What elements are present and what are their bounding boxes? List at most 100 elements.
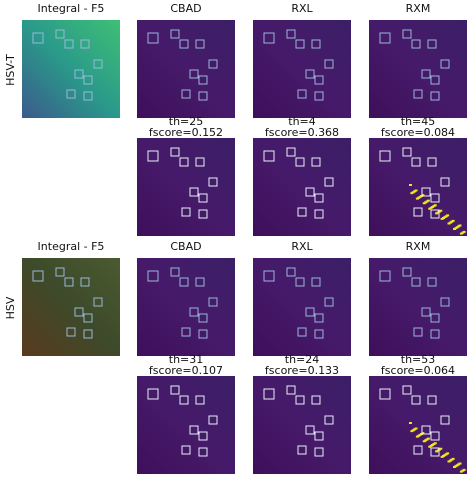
speck <box>446 214 450 217</box>
target-box <box>314 447 324 457</box>
speck <box>421 432 425 435</box>
target-box <box>379 32 391 44</box>
target-box <box>198 431 208 441</box>
target-box <box>311 39 321 49</box>
speck <box>409 184 412 186</box>
image-panel <box>137 258 235 356</box>
image <box>137 138 235 236</box>
target-box <box>286 29 296 39</box>
target-box <box>305 307 315 317</box>
image <box>253 20 351 118</box>
target-box <box>74 69 84 79</box>
speck <box>458 462 462 465</box>
target-box <box>430 209 440 219</box>
row-label: HSV <box>4 296 17 319</box>
threshold-label: th=53 <box>401 353 436 366</box>
image-panel <box>369 258 467 356</box>
target-box <box>83 75 93 85</box>
target-box <box>411 277 421 287</box>
target-box <box>305 69 315 79</box>
target-box <box>430 75 440 85</box>
image-panel <box>253 258 351 356</box>
fscore-label: fscore=0.107 <box>149 364 223 377</box>
speck <box>421 194 425 197</box>
target-box <box>198 209 208 219</box>
image-panel <box>22 258 120 356</box>
target-box <box>411 157 421 167</box>
image <box>369 376 467 474</box>
image-panel <box>253 20 351 118</box>
target-box <box>179 157 189 167</box>
speck <box>433 442 437 445</box>
target-box <box>181 327 191 337</box>
target-box <box>311 157 321 167</box>
speck <box>451 457 455 460</box>
target-box <box>189 187 199 197</box>
image <box>137 376 235 474</box>
target-box <box>32 270 44 282</box>
target-box <box>263 150 275 162</box>
target-box <box>305 187 315 197</box>
image-panel <box>137 376 235 474</box>
speck <box>414 189 418 192</box>
image <box>369 138 467 236</box>
threshold-label: th=4 <box>288 115 316 128</box>
speck <box>414 427 418 430</box>
image-panel <box>137 20 235 118</box>
target-box <box>440 415 450 425</box>
target-box <box>83 329 93 339</box>
fscore-label: fscore=0.084 <box>381 126 455 139</box>
target-box <box>147 388 159 400</box>
target-box <box>263 32 275 44</box>
image-panel <box>253 376 351 474</box>
column-header: RXM <box>406 2 431 15</box>
target-box <box>64 39 74 49</box>
column-header: CBAD <box>170 2 201 15</box>
target-box <box>263 388 275 400</box>
target-box <box>286 385 296 395</box>
target-box <box>305 425 315 435</box>
image-panel <box>253 138 351 236</box>
target-box <box>379 150 391 162</box>
speck <box>462 230 466 233</box>
speck <box>439 447 443 450</box>
target-box <box>93 59 103 69</box>
fscore-label: fscore=0.133 <box>265 364 339 377</box>
fscore-label: fscore=0.368 <box>265 126 339 139</box>
target-box <box>430 329 440 339</box>
image <box>137 258 235 356</box>
target-box <box>314 431 324 441</box>
target-box <box>170 385 180 395</box>
speck <box>426 199 430 202</box>
image-panel <box>369 376 467 474</box>
image-panel <box>369 20 467 118</box>
target-box <box>189 69 199 79</box>
threshold-label: th=45 <box>401 115 436 128</box>
target-box <box>295 277 305 287</box>
target-box <box>93 297 103 307</box>
target-box <box>208 59 218 69</box>
target-box <box>421 187 431 197</box>
target-box <box>402 147 412 157</box>
target-box <box>295 39 305 49</box>
target-box <box>440 177 450 187</box>
target-box <box>55 267 65 277</box>
image-panel <box>22 20 120 118</box>
speck <box>439 209 443 212</box>
target-box <box>32 32 44 44</box>
target-box <box>297 207 307 217</box>
image <box>369 20 467 118</box>
target-box <box>411 395 421 405</box>
target-box <box>411 39 421 49</box>
target-box <box>379 270 391 282</box>
threshold-label: th=31 <box>169 353 204 366</box>
target-box <box>430 91 440 101</box>
image <box>253 258 351 356</box>
speck <box>458 224 462 227</box>
target-box <box>427 395 437 405</box>
target-box <box>311 395 321 405</box>
column-header: RXM <box>406 240 431 253</box>
target-box <box>413 89 423 99</box>
target-box <box>314 193 324 203</box>
target-box <box>421 425 431 435</box>
